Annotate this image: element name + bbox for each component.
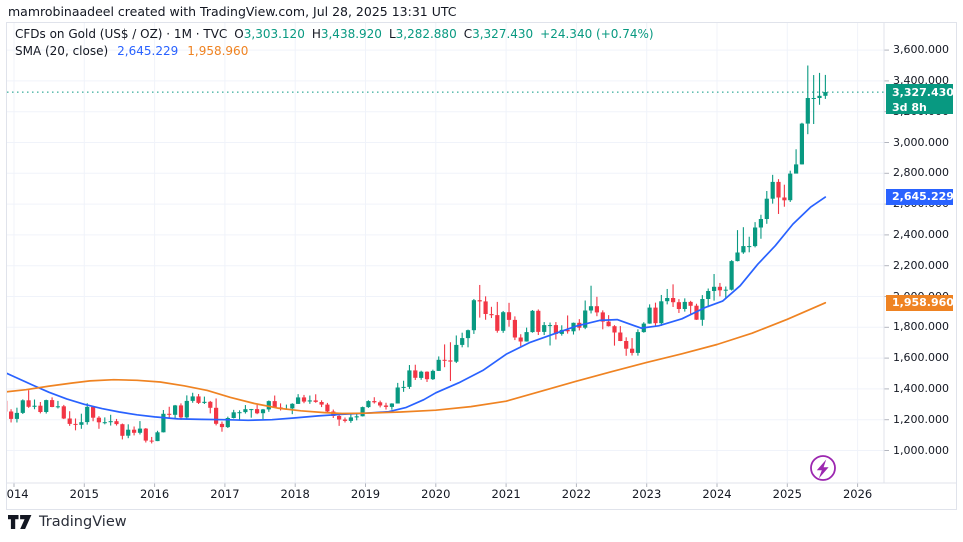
time-axis-label: 2022 bbox=[561, 487, 592, 501]
attribution-text: mamrobinaadeel created with TradingView.… bbox=[8, 4, 457, 19]
tradingview-logo[interactable]: TradingView bbox=[8, 514, 127, 530]
sma-slow-value: 1,958.960 bbox=[187, 44, 249, 58]
time-axis-label: 2025 bbox=[772, 487, 802, 501]
last-price-badge: 3,327.430 3d 8h bbox=[886, 84, 954, 115]
price-axis-label: 2,200.000 bbox=[893, 258, 949, 272]
close-label: C bbox=[463, 27, 473, 41]
tradingview-logo-text: TradingView bbox=[39, 514, 127, 530]
high-label: H bbox=[311, 27, 321, 41]
high-value: 3,438.920 bbox=[320, 27, 382, 41]
time-axis-label: 2014 bbox=[6, 487, 29, 501]
sma-fast-value: 2,645.229 bbox=[117, 44, 179, 58]
chart-legend: CFDs on Gold (US$ / OZ) · 1M · TVC O3,303… bbox=[15, 26, 654, 60]
sma-indicator-label[interactable]: SMA (20, close) bbox=[15, 44, 109, 58]
price-axis-label: 1,200.000 bbox=[893, 412, 949, 426]
time-axis-label: 2017 bbox=[210, 487, 240, 501]
open-label: O bbox=[234, 27, 244, 41]
symbol-title[interactable]: CFDs on Gold (US$ / OZ) · 1M · TVC bbox=[15, 27, 228, 41]
sma-slow-badge: 1,958.960 bbox=[886, 294, 954, 311]
open-value: 3,303.120 bbox=[243, 27, 305, 41]
tradingview-logo-icon bbox=[8, 514, 32, 529]
price-axis-label: 3,600.000 bbox=[893, 43, 949, 57]
sma-fast-badge: 2,645.229 bbox=[886, 189, 954, 206]
sma-legend-row[interactable]: SMA (20, close) 2,645.229 1,958.960 bbox=[15, 43, 654, 59]
boost-lightning-icon bbox=[810, 455, 836, 481]
time-axis-label: 2021 bbox=[491, 487, 521, 501]
chart-widget: CFDs on Gold (US$ / OZ) · 1M · TVC O3,303… bbox=[6, 22, 957, 510]
bar-countdown: 3d 8h bbox=[892, 101, 927, 115]
price-chart-canvas[interactable] bbox=[7, 23, 956, 509]
price-axis-label: 2,400.000 bbox=[893, 227, 949, 241]
symbol-legend-row[interactable]: CFDs on Gold (US$ / OZ) · 1M · TVC O3,303… bbox=[15, 26, 654, 42]
time-axis-label: 2018 bbox=[280, 487, 310, 501]
low-label: L bbox=[388, 27, 396, 41]
price-axis-label: 1,000.000 bbox=[893, 443, 949, 457]
time-axis-label: 2019 bbox=[350, 487, 381, 501]
price-axis-label: 1,400.000 bbox=[893, 381, 949, 395]
close-value: 3,327.430 bbox=[472, 27, 534, 41]
change-value: +24.340 (+0.74%) bbox=[540, 27, 654, 41]
price-axis-label: 1,800.000 bbox=[893, 320, 949, 334]
time-axis-label: 2024 bbox=[702, 487, 732, 501]
time-axis-label: 2016 bbox=[139, 487, 170, 501]
price-axis-label: 3,400.000 bbox=[893, 73, 949, 87]
price-axis-label: 3,800.000 bbox=[893, 23, 955, 26]
low-value: 3,282.880 bbox=[395, 27, 457, 41]
price-axis-label: 2,800.000 bbox=[893, 166, 949, 180]
time-axis-label: 2020 bbox=[421, 487, 451, 501]
time-axis-label: 2026 bbox=[842, 487, 873, 501]
time-axis-label: 2015 bbox=[69, 487, 99, 501]
price-axis-label: 1,600.000 bbox=[893, 351, 949, 365]
price-axis-label: 3,000.000 bbox=[893, 135, 949, 149]
last-price-badge-value: 3,327.430 bbox=[892, 86, 954, 100]
time-axis-label: 2023 bbox=[632, 487, 662, 501]
